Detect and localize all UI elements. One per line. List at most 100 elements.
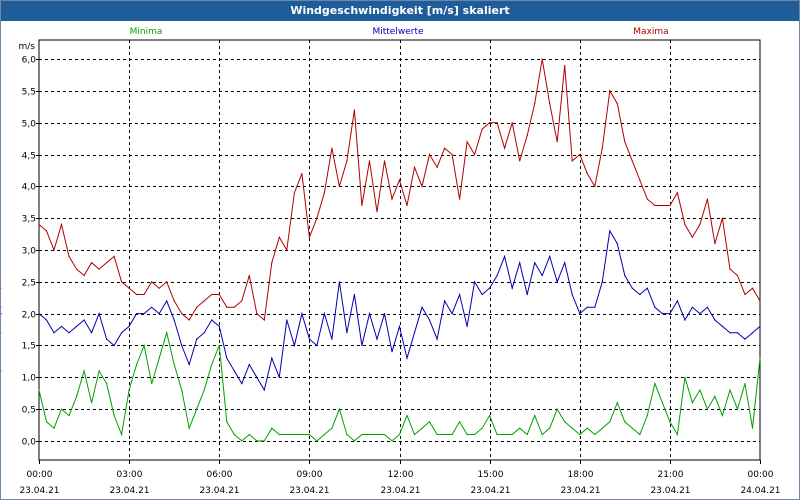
data-point — [751, 287, 754, 289]
data-point — [278, 433, 280, 436]
x-tick-time-label: 00:00 — [27, 470, 53, 480]
data-point — [519, 262, 521, 264]
y-tick-label: 3,5 — [22, 215, 36, 225]
data-point — [646, 414, 648, 417]
data-point — [736, 408, 739, 410]
data-point — [594, 306, 596, 308]
data-point — [436, 338, 438, 340]
data-point — [534, 262, 536, 264]
data-point — [474, 281, 476, 283]
data-point — [338, 185, 340, 187]
data-point — [594, 433, 596, 436]
data-point — [691, 402, 694, 404]
data-point — [361, 344, 363, 347]
data-point — [346, 433, 348, 436]
data-point — [286, 249, 288, 251]
data-point — [38, 223, 40, 226]
data-point — [256, 440, 258, 442]
data-point — [166, 332, 168, 334]
data-point — [601, 147, 603, 149]
data-point — [684, 223, 686, 226]
data-point — [646, 287, 648, 289]
data-point — [286, 319, 288, 321]
x-tick-date-label: 23.04.21 — [289, 486, 329, 496]
data-point — [196, 408, 198, 410]
data-point — [271, 262, 273, 264]
data-point — [226, 357, 228, 359]
data-point — [579, 153, 581, 156]
x-tick-time-label: 03:00 — [117, 470, 143, 480]
data-point — [406, 204, 408, 207]
data-point — [45, 421, 48, 423]
data-point — [699, 313, 701, 315]
legend-maxima: Maxima — [633, 27, 668, 37]
data-point — [759, 357, 761, 359]
data-point — [1, 306, 2, 308]
data-point — [181, 313, 183, 315]
data-point — [526, 293, 528, 296]
data-point — [421, 306, 423, 308]
data-point — [496, 122, 498, 124]
data-point — [143, 313, 145, 315]
series-layer — [1, 58, 761, 442]
data-point — [481, 293, 483, 296]
y-tick-label: 4,0 — [22, 183, 37, 193]
data-point — [143, 293, 145, 296]
data-point — [376, 433, 378, 436]
data-point — [451, 433, 453, 436]
data-point — [301, 173, 303, 175]
data-point — [278, 236, 280, 238]
data-point — [428, 153, 431, 156]
data-point — [751, 427, 754, 429]
data-point — [571, 293, 573, 296]
data-point — [631, 427, 633, 429]
data-point — [564, 262, 566, 264]
data-point — [661, 204, 664, 207]
data-point — [368, 433, 371, 436]
data-point — [609, 90, 611, 92]
data-point — [541, 274, 543, 277]
data-point — [331, 427, 333, 429]
data-point — [428, 319, 431, 321]
data-point — [91, 332, 93, 334]
data-point — [331, 147, 333, 149]
data-point — [466, 433, 468, 436]
data-point — [173, 319, 175, 321]
data-point — [383, 160, 386, 162]
data-point — [218, 344, 220, 347]
data-point — [669, 421, 671, 423]
data-point — [639, 293, 641, 296]
data-point — [346, 160, 348, 162]
data-point — [721, 414, 724, 417]
data-point — [481, 128, 483, 130]
data-point — [121, 332, 123, 334]
data-point — [549, 255, 551, 257]
data-point — [256, 376, 258, 378]
data-point — [353, 293, 355, 296]
data-point — [466, 141, 468, 143]
data-point — [271, 357, 273, 359]
data-point — [684, 376, 686, 378]
data-point — [654, 204, 656, 207]
data-point — [436, 166, 438, 168]
data-point — [188, 319, 190, 321]
data-point — [489, 122, 491, 124]
data-point — [233, 433, 235, 436]
data-point — [188, 363, 190, 366]
data-point — [248, 433, 250, 436]
x-tick-date-label: 23.04.21 — [560, 486, 600, 496]
x-tick-time-label: 00:00 — [748, 470, 774, 480]
data-point — [504, 433, 506, 436]
data-point — [263, 440, 265, 442]
data-point — [106, 383, 108, 385]
data-point — [549, 427, 551, 429]
y-tick-label: 3,0 — [22, 247, 37, 257]
data-point — [534, 414, 536, 417]
data-point — [504, 147, 506, 149]
data-point — [278, 376, 280, 378]
data-point — [526, 433, 528, 436]
data-point — [391, 351, 393, 353]
data-point — [181, 389, 183, 391]
data-point — [218, 293, 220, 296]
